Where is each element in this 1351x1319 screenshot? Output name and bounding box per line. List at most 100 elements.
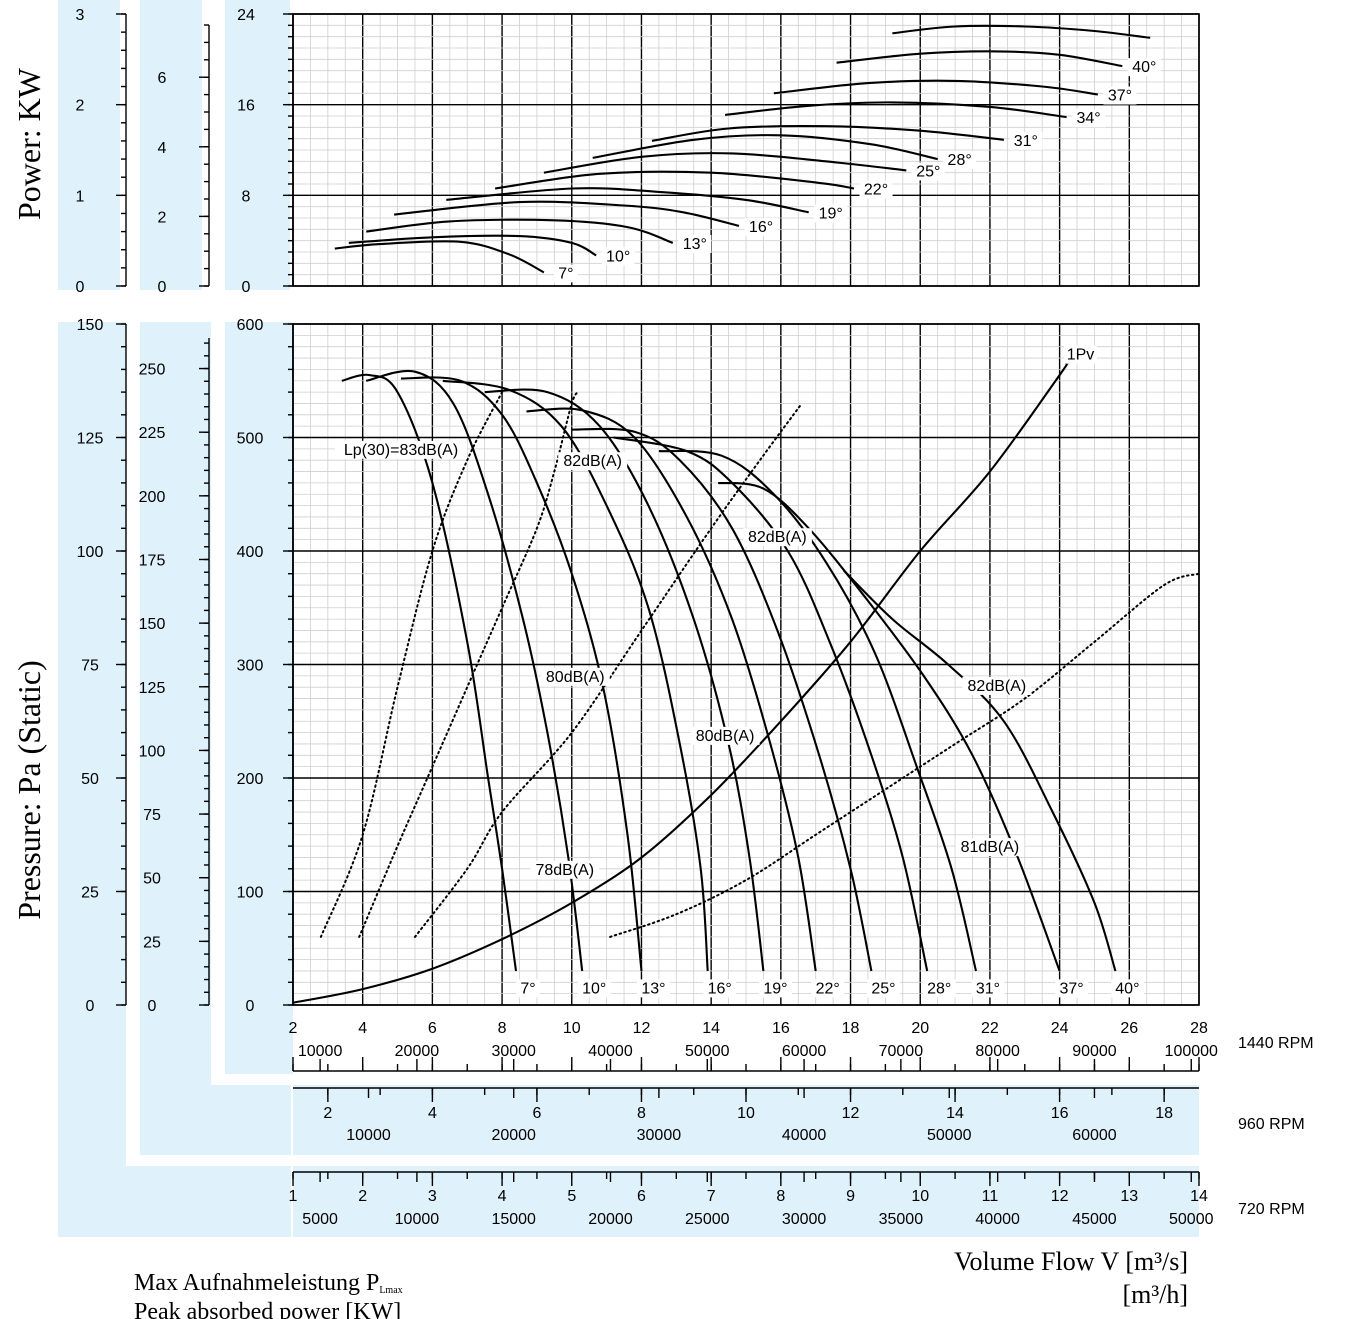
pressure-curve-label-10: 40° bbox=[1115, 980, 1139, 997]
power-curve-label-1-bg bbox=[601, 247, 635, 266]
scale-bands bbox=[58, 0, 1199, 1237]
pressure-annotation-3-bg bbox=[540, 667, 610, 686]
power-scale-2-tick-label: 0 bbox=[158, 279, 167, 296]
pressure-curve-label-9-bg bbox=[1055, 979, 1089, 998]
x-scale-0-mh-label: 70000 bbox=[879, 1043, 924, 1060]
pressure-scale-1-tick-label: 125 bbox=[77, 431, 104, 448]
x-scale-0-ms-label: 28 bbox=[1190, 1020, 1208, 1037]
power-scale-3-tick-label: 16 bbox=[237, 98, 255, 115]
pressure-curve-2 bbox=[400, 376, 643, 972]
pressure-curve-10 bbox=[842, 569, 1117, 972]
footer-line1-sub: Lmax bbox=[379, 1285, 402, 1296]
power-scale-1-tick-label: 0 bbox=[76, 279, 85, 296]
power-curve-label-10: 37° bbox=[1108, 87, 1132, 104]
power-curve-1 bbox=[348, 234, 597, 257]
pressure-scale-2-tick-label: 250 bbox=[139, 362, 166, 379]
volume-flow-unit-ms: Volume Flow V [m³/s] bbox=[954, 1247, 1188, 1276]
x-scale-1-rpm-label: 960 RPM bbox=[1238, 1116, 1305, 1133]
power-curve-label-10-bg bbox=[1103, 86, 1137, 105]
pressure-annotation-8-bg bbox=[1064, 345, 1098, 364]
footer-line1-main: Max Aufnahmeleistung P bbox=[134, 1270, 379, 1296]
pressure-curve-label-1-bg bbox=[577, 979, 611, 998]
power-curve-label-5: 22° bbox=[864, 182, 888, 199]
pressure-curve-label-6-bg bbox=[866, 979, 900, 998]
pressure-curve-4 bbox=[484, 388, 765, 972]
pressure-curve-7 bbox=[613, 436, 929, 972]
pressure-curve-label-8-bg bbox=[971, 979, 1005, 998]
power-scale-3-tick-label: 24 bbox=[237, 7, 255, 24]
x-scale-0-mh-label: 30000 bbox=[491, 1043, 536, 1060]
x-scale-2-ms-label: 2 bbox=[358, 1188, 367, 1205]
x-scale-0-ms-label: 4 bbox=[358, 1020, 367, 1037]
power-scale-1-tick-label: 3 bbox=[76, 7, 85, 24]
x-scale-0-mh-label: 60000 bbox=[782, 1043, 827, 1060]
power-scale-2-tick-label: 6 bbox=[158, 70, 167, 87]
power-scale-3-tick-label: 0 bbox=[242, 279, 251, 296]
x-scale-2-ms-label: 1 bbox=[289, 1188, 298, 1205]
pressure-scale-1-tick-label: 0 bbox=[86, 998, 95, 1015]
x-scale-0-ms-label: 10 bbox=[563, 1020, 581, 1037]
x-scale-0-mh-label: 20000 bbox=[395, 1043, 440, 1060]
power-curve-label-4-bg bbox=[814, 204, 848, 223]
x-scale-0-ms-label: 2 bbox=[289, 1020, 298, 1037]
pressure-scale-2-tick-label: 75 bbox=[143, 807, 161, 824]
power-curve-label-0: 7° bbox=[558, 265, 573, 282]
x-scale-2-ms-label: 14 bbox=[1190, 1188, 1208, 1205]
power-curve-2 bbox=[366, 218, 674, 244]
x-scale-1-ms-label: 8 bbox=[637, 1105, 646, 1122]
x-scale-0-mh-label: 90000 bbox=[1072, 1043, 1117, 1060]
power-scale-2-tick-label: 2 bbox=[158, 209, 167, 226]
x-scale-0-mh-label: 50000 bbox=[685, 1043, 730, 1060]
pressure-curve-5 bbox=[526, 407, 817, 972]
pressure-curve-11 bbox=[292, 362, 1069, 1004]
power-curve-label-5-bg bbox=[859, 180, 893, 199]
pressure-curve-label-0: 7° bbox=[520, 980, 535, 997]
pressure-annotation-6: 81dB(A) bbox=[961, 839, 1020, 856]
pressure-scale-1-tick-label: 150 bbox=[77, 317, 104, 334]
pressure-curve-0 bbox=[341, 373, 518, 972]
pressure-curve-3 bbox=[442, 379, 709, 972]
pressure-annotation-2-bg bbox=[742, 528, 812, 547]
curve-labels: 7°10°13°16°19°22°25°28°31°34°37°40°7° 10°… bbox=[335, 58, 1161, 998]
x-scale-1-mh-label: 30000 bbox=[637, 1127, 682, 1144]
pressure-scale-1-tick-label: 25 bbox=[81, 885, 99, 902]
x-scale-0-mh-label: 100000 bbox=[1165, 1043, 1218, 1060]
x-scale-2-ms-label: 12 bbox=[1051, 1188, 1069, 1205]
footer-line1: Max Aufnahmeleistung PLmax bbox=[134, 1270, 403, 1296]
power-curve-label-1: 10° bbox=[606, 248, 630, 265]
power-curve-label-3-bg bbox=[744, 217, 778, 236]
x-scale-1-ms-label: 14 bbox=[946, 1105, 964, 1122]
power-curve-5 bbox=[494, 170, 855, 190]
power-curve-label-7-bg bbox=[943, 151, 977, 170]
pressure-curves bbox=[292, 362, 1200, 1004]
pressure-curve-label-4: 19° bbox=[763, 980, 787, 997]
x-scale-2-ms-label: 3 bbox=[428, 1188, 437, 1205]
x-scale-2-mh-label: 25000 bbox=[685, 1211, 730, 1228]
pressure-curve-label-7-bg bbox=[922, 979, 956, 998]
x-scale-2-mh-label: 30000 bbox=[782, 1211, 827, 1228]
power-curve-10 bbox=[773, 79, 1099, 96]
power-curve-label-7: 28° bbox=[948, 152, 972, 169]
x-scale-2-mh-label: 5000 bbox=[302, 1211, 338, 1228]
pressure-scale-3-tick-label: 200 bbox=[237, 771, 264, 788]
pressure-axis-title: Pressure: Pa (Static) bbox=[11, 660, 47, 920]
pressure-scale-2-tick-label: 0 bbox=[148, 998, 157, 1015]
power-curve-label-2: 13° bbox=[683, 236, 707, 253]
pressure-curve-label-1: 10° bbox=[582, 980, 606, 997]
x-scale-2-mh-label: 15000 bbox=[491, 1211, 536, 1228]
power-curve-11 bbox=[836, 50, 1123, 68]
pressure-curve-label-8: 31° bbox=[976, 980, 1000, 997]
volume-flow-unit-mh: [m³/h] bbox=[1122, 1280, 1188, 1309]
pressure-plot-grid bbox=[292, 323, 1200, 1006]
x-scale-2-mh-label: 20000 bbox=[588, 1211, 633, 1228]
power-curve-label-9-bg bbox=[1072, 109, 1106, 128]
x-scale-1-mh-label: 40000 bbox=[782, 1127, 827, 1144]
pressure-curve-label-4-bg bbox=[758, 979, 792, 998]
pressure-scale-2-tick-label: 200 bbox=[139, 489, 166, 506]
x-scale-0-ms-label: 14 bbox=[702, 1020, 720, 1037]
x-scale-0-rpm-label: 1440 RPM bbox=[1238, 1035, 1314, 1052]
x-scale-0-mh-label: 10000 bbox=[298, 1043, 343, 1060]
x-scale-2-mh-label: 35000 bbox=[879, 1211, 924, 1228]
